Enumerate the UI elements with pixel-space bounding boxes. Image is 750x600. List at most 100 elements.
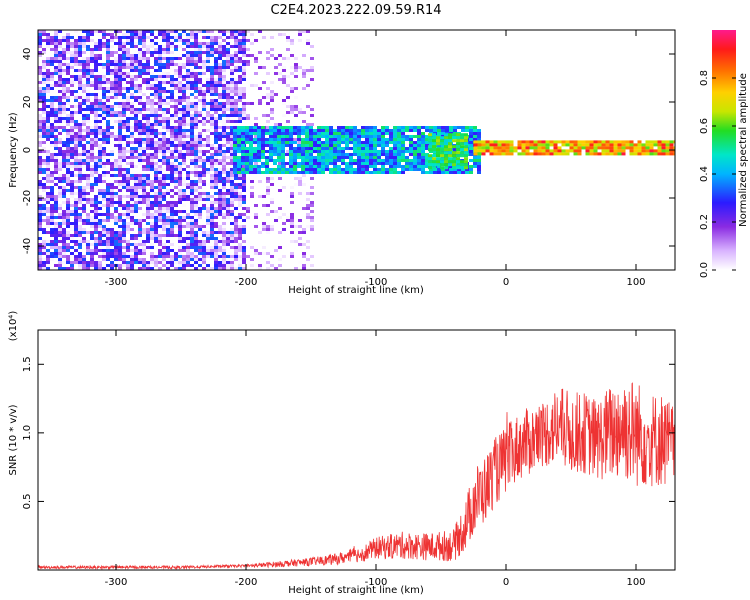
heat-cell (202, 138, 206, 141)
heat-cell (273, 141, 277, 144)
heat-cell (174, 261, 178, 264)
heat-cell (190, 189, 194, 192)
heat-cell (641, 152, 646, 156)
heat-cell (254, 84, 258, 87)
heat-cell (170, 195, 174, 198)
heat-cell (238, 225, 242, 228)
heat-cell (106, 207, 110, 210)
heat-cell (202, 99, 206, 102)
heat-cell (277, 156, 281, 159)
heat-cell (46, 36, 50, 39)
heat-cell (661, 143, 666, 147)
heat-cell (245, 141, 249, 144)
heat-cell (206, 213, 210, 216)
heat-cell (46, 153, 50, 156)
heat-cell (309, 162, 313, 165)
heat-cell (122, 264, 126, 267)
heat-cell (150, 231, 154, 234)
heat-cell (385, 162, 389, 165)
heat-cell (146, 240, 150, 243)
heat-cell (82, 108, 86, 111)
heat-cell (258, 180, 262, 183)
heat-cell (78, 261, 82, 264)
heat-cell (265, 165, 269, 168)
heat-cell (130, 255, 134, 258)
heat-cell (142, 69, 146, 72)
heat-cell (302, 207, 306, 210)
heat-cell (317, 171, 321, 174)
heat-cell (505, 149, 510, 153)
heat-cell (66, 90, 70, 93)
heat-cell (66, 189, 70, 192)
heat-cell (182, 54, 186, 57)
heat-cell (170, 162, 174, 165)
heat-cell (90, 126, 94, 129)
heat-cell (317, 138, 321, 141)
heat-cell (234, 234, 238, 237)
heat-cell (301, 144, 305, 147)
heat-cell (54, 177, 58, 180)
heat-cell (198, 264, 202, 267)
heat-cell (122, 240, 126, 243)
heat-cell (166, 204, 170, 207)
heat-cell (102, 135, 106, 138)
heat-cell (194, 48, 198, 51)
heat-cell (249, 129, 253, 132)
heat-cell (238, 57, 242, 60)
heat-cell (126, 117, 130, 120)
heat-cell (78, 81, 82, 84)
heat-cell (278, 231, 282, 234)
heat-cell (428, 136, 432, 140)
heat-cell (361, 144, 365, 147)
heat-cell (66, 267, 70, 270)
heat-cell (58, 267, 62, 270)
heat-cell (150, 195, 154, 198)
heat-cell (146, 30, 150, 33)
heat-cell (233, 132, 237, 135)
heat-cell (585, 152, 590, 156)
heat-cell (245, 132, 249, 135)
heat-cell (142, 78, 146, 81)
heat-cell (298, 177, 302, 180)
heat-cell (349, 168, 353, 171)
heat-cell (166, 129, 170, 132)
heat-cell (309, 150, 313, 153)
heat-cell (230, 132, 234, 135)
heat-cell (421, 159, 425, 162)
heat-cell (305, 150, 309, 153)
heat-cell (226, 207, 230, 210)
heat-cell (456, 151, 460, 155)
heat-cell (98, 255, 102, 258)
heat-cell (246, 177, 250, 180)
heat-cell (46, 39, 50, 42)
heat-cell (469, 129, 473, 132)
heat-cell (174, 45, 178, 48)
heat-cell (341, 126, 345, 129)
heat-cell (266, 231, 270, 234)
heat-cell (436, 160, 440, 164)
heat-cell (226, 96, 230, 99)
heat-cell (146, 48, 150, 51)
heat-cell (226, 213, 230, 216)
heat-cell (456, 160, 460, 164)
heat-cell (182, 264, 186, 267)
heat-cell (241, 135, 245, 138)
heat-cell (86, 36, 90, 39)
heat-cell (310, 186, 314, 189)
heat-cell (142, 54, 146, 57)
heat-cell (54, 165, 58, 168)
heat-cell (42, 249, 46, 252)
heat-cell (170, 225, 174, 228)
heat-cell (290, 81, 294, 84)
heat-cell (70, 111, 74, 114)
heat-cell (90, 147, 94, 150)
heat-cell (385, 153, 389, 156)
heat-cell (425, 129, 429, 132)
heat-cell (174, 183, 178, 186)
heat-cell (381, 129, 385, 132)
heat-cell (58, 99, 62, 102)
heat-cell (122, 66, 126, 69)
heat-cell (305, 144, 309, 147)
heat-cell (425, 135, 429, 138)
